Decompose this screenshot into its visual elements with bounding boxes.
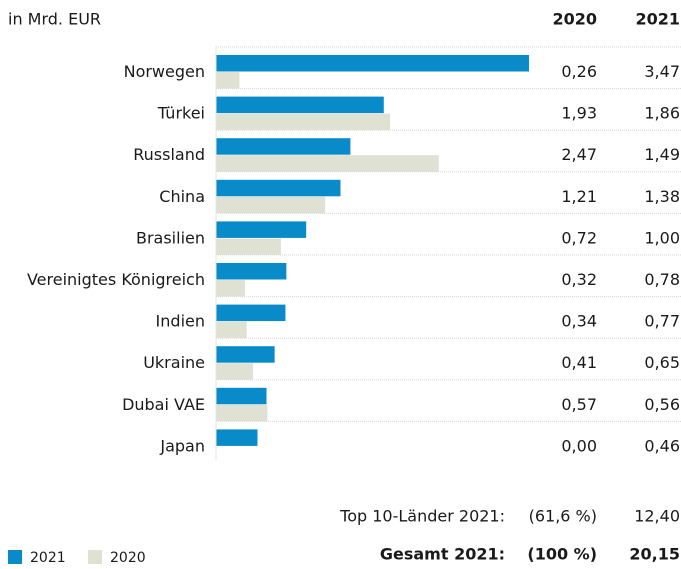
value-label: 1,49: [644, 145, 680, 164]
summary-label: Top 10-Länder 2021:: [339, 507, 505, 526]
value-label: 1,93: [561, 104, 597, 123]
summary-value: 12,40: [634, 507, 680, 526]
value-label: 0,65: [644, 353, 680, 372]
bar: [216, 155, 439, 172]
unit-label: in Mrd. EUR: [8, 10, 101, 29]
bar: [216, 280, 245, 297]
bar: [216, 346, 275, 363]
column-header: 2020: [552, 10, 597, 29]
bar: [216, 55, 529, 72]
legend-swatch: [8, 550, 22, 564]
summary-share: (100 %): [527, 545, 597, 564]
value-label: 0,41: [561, 353, 597, 372]
bar: [216, 221, 307, 238]
bar: [216, 404, 268, 422]
bar: [216, 238, 281, 255]
value-label: 2,47: [561, 145, 597, 164]
value-label: 1,86: [644, 104, 680, 123]
legend-label: 2021: [30, 550, 66, 566]
value-label: 0,00: [561, 436, 597, 455]
category-label: Japan: [159, 436, 205, 455]
category-label: Türkei: [157, 104, 205, 123]
summary-share: (61,6 %): [529, 507, 597, 526]
category-label: Brasilien: [136, 228, 205, 247]
value-label: 0,56: [644, 395, 680, 414]
value-label: 1,00: [644, 228, 680, 247]
value-label: 1,21: [561, 187, 597, 206]
bar: [216, 304, 286, 322]
value-label: 0,46: [644, 436, 680, 455]
value-label: 0,34: [561, 312, 597, 331]
bar: [216, 113, 391, 131]
bar: [216, 363, 253, 380]
bar: [216, 179, 341, 197]
category-label: Ukraine: [143, 353, 205, 372]
value-label: 0,77: [644, 312, 680, 331]
category-label: Vereinigtes Königreich: [27, 270, 205, 289]
category-label: Norwegen: [124, 62, 205, 81]
value-label: 0,72: [561, 228, 597, 247]
bar: [216, 196, 326, 214]
category-label: Indien: [156, 312, 205, 331]
value-label: 3,47: [644, 62, 680, 81]
bar: [216, 72, 240, 89]
summary-label: Gesamt 2021:: [380, 545, 505, 564]
category-label: Dubai VAE: [122, 395, 205, 414]
value-label: 0,78: [644, 270, 680, 289]
value-label: 0,32: [561, 270, 597, 289]
legend-label: 2020: [110, 550, 146, 566]
bar: [216, 96, 384, 114]
value-label: 1,38: [644, 187, 680, 206]
legend-swatch: [88, 550, 102, 564]
bar: [216, 263, 287, 280]
category-label: Russland: [133, 145, 205, 164]
value-label: 0,26: [561, 62, 597, 81]
bar: [216, 321, 247, 339]
bar: [216, 138, 351, 155]
bar: [216, 429, 258, 446]
category-label: China: [159, 187, 205, 206]
bar: [216, 387, 267, 405]
column-header: 2021: [635, 10, 680, 29]
value-label: 0,57: [561, 395, 597, 414]
summary-value: 20,15: [629, 545, 680, 564]
